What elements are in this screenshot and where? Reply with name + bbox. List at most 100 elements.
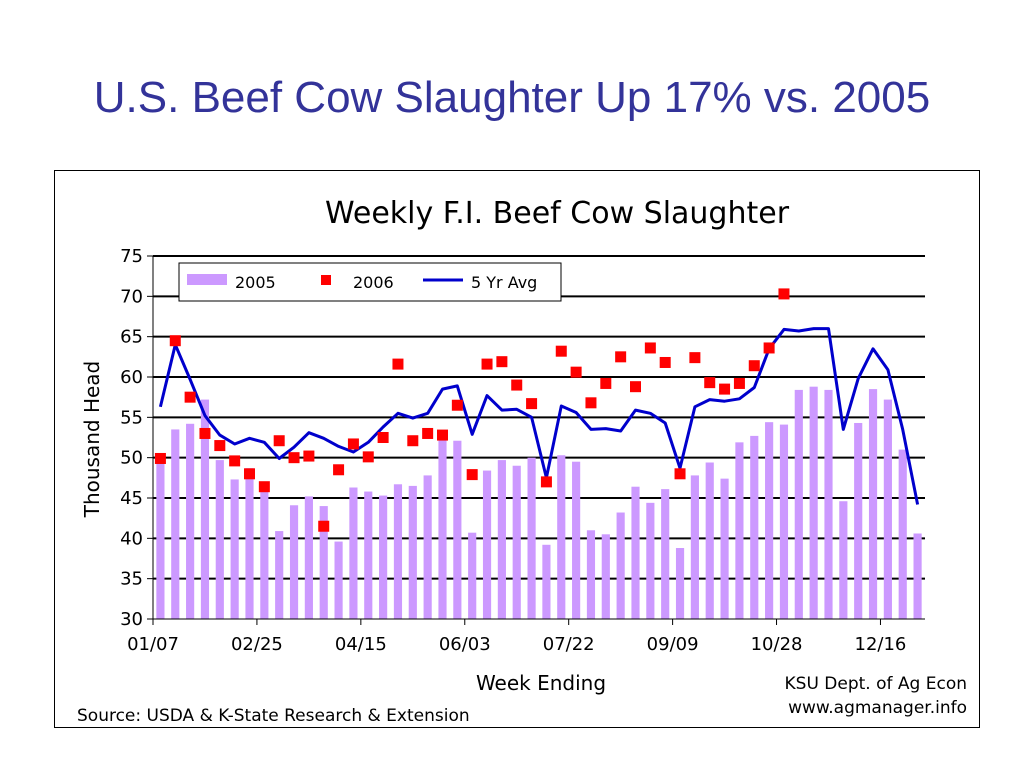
- line-5yr-avg: [158, 327, 920, 505]
- marker-2006-29: [585, 397, 597, 409]
- bar-2005-20: [453, 440, 462, 619]
- source-note: Source: USDA & K-State Research & Extens…: [77, 706, 470, 726]
- marker-2006-28: [570, 366, 582, 378]
- legend-label-2006: 2006: [353, 273, 394, 292]
- marker-2006-11: [318, 520, 330, 532]
- bar-2005-41: [765, 422, 774, 619]
- marker-2006-4: [214, 440, 226, 452]
- marker-2006-22: [481, 358, 493, 370]
- chart-title: Weekly F.I. Beef Cow Slaughter: [325, 196, 790, 231]
- bar-2005-26: [542, 544, 551, 619]
- y-tick-label-60: 60: [120, 367, 143, 388]
- bar-2005-28: [572, 461, 581, 619]
- bar-2005-30: [601, 534, 610, 619]
- marker-2006-41: [763, 342, 775, 354]
- marker-2006-13: [347, 438, 359, 450]
- bar-2005-16: [393, 484, 403, 619]
- marker-2006-12: [333, 464, 345, 476]
- bar-2005-8: [275, 531, 284, 619]
- marker-2006-25: [526, 398, 538, 410]
- marker-2006-14: [362, 451, 374, 463]
- series-5yr-avg-line: [158, 327, 920, 505]
- bar-2005-11: [319, 506, 328, 619]
- bar-2005-50: [898, 449, 907, 619]
- marker-2006-19: [437, 429, 448, 441]
- marker-2006-24: [511, 379, 523, 391]
- x-tick-label-1: 02/25: [231, 634, 283, 655]
- series-2006-markers: [154, 288, 790, 532]
- chart-frame: Weekly F.I. Beef Cow Slaughter 30 35 40 45 5…: [54, 170, 980, 728]
- x-tick-label-6: 10/28: [751, 634, 803, 655]
- bar-2005-39: [735, 442, 744, 619]
- bar-2005-40: [750, 435, 759, 619]
- bar-2005-7: [260, 487, 269, 619]
- bar-2005-33: [646, 502, 655, 619]
- x-tick-label-7: 12/16: [855, 634, 907, 655]
- bar-2005-6: [245, 468, 254, 619]
- y-tick-label-50: 50: [120, 448, 143, 469]
- marker-2006-36: [689, 352, 701, 364]
- bar-2005-44: [809, 386, 818, 619]
- bar-2005-19: [438, 435, 447, 619]
- credit-line-1: KSU Dept. of Ag Econ: [785, 674, 967, 694]
- marker-2006-33: [644, 342, 656, 354]
- marker-2006-31: [615, 351, 627, 363]
- marker-2006-0: [154, 452, 166, 464]
- bar-2005-3: [200, 399, 210, 619]
- y-axis-label: Thousand Head: [80, 361, 104, 519]
- legend-marker-2006: [321, 275, 331, 285]
- legend-box: [178, 262, 562, 302]
- y-tick-label-30: 30: [120, 609, 143, 630]
- bar-2005-51: [913, 533, 922, 619]
- bar-2005-25: [527, 457, 536, 619]
- bar-2005-1: [171, 429, 180, 619]
- bar-2005-22: [482, 470, 492, 619]
- marker-2006-20: [451, 399, 463, 411]
- bar-2005-43: [794, 389, 803, 619]
- y-tick-label-45: 45: [120, 488, 143, 509]
- bar-2005-32: [631, 486, 640, 619]
- legend-label-2005: 2005: [235, 273, 276, 292]
- bar-2005-42: [779, 424, 789, 619]
- marker-2006-17: [407, 435, 419, 447]
- bar-2005-35: [675, 548, 685, 619]
- marker-2006-3: [199, 427, 211, 439]
- marker-2006-10: [303, 450, 315, 462]
- bar-2005-18: [423, 475, 432, 619]
- marker-2006-42: [778, 288, 790, 300]
- y-tick-label-75: 75: [120, 246, 143, 267]
- marker-2006-18: [422, 427, 434, 439]
- bar-2005-45: [824, 389, 833, 619]
- bar-2005-21: [468, 532, 477, 619]
- x-tick-label-3: 06/03: [439, 634, 491, 655]
- bar-2005-27: [557, 455, 566, 619]
- bar-2005-9: [289, 505, 299, 619]
- marker-2006-34: [659, 356, 671, 368]
- bar-2005-13: [349, 487, 358, 619]
- bar-2005-36: [690, 475, 699, 619]
- marker-2006-37: [704, 377, 716, 389]
- bar-2005-15: [379, 495, 388, 619]
- marker-2006-5: [229, 455, 241, 467]
- bar-2005-48: [868, 389, 878, 619]
- beef-cow-slaughter-chart: Weekly F.I. Beef Cow Slaughter 30 35 40 45 5…: [77, 196, 967, 726]
- bar-2005-38: [720, 478, 729, 619]
- marker-2006-8: [273, 435, 285, 447]
- bar-2005-12: [334, 541, 343, 619]
- bar-2005-2: [186, 423, 195, 619]
- y-tick-label-55: 55: [120, 407, 143, 428]
- bar-2005-49: [883, 399, 892, 619]
- marker-2006-26: [540, 476, 552, 488]
- marker-2006-23: [496, 356, 508, 368]
- bar-2005-24: [512, 465, 521, 619]
- x-axis-label: Week Ending: [476, 671, 606, 695]
- marker-2006-40: [748, 360, 760, 372]
- bar-2005-14: [364, 491, 373, 619]
- y-tick-label-65: 65: [120, 327, 143, 348]
- x-tick-label-2: 04/15: [335, 634, 387, 655]
- marker-2006-16: [392, 358, 404, 370]
- marker-2006-35: [674, 468, 686, 480]
- marker-2006-39: [733, 377, 745, 389]
- x-tick-label-0: 01/07: [127, 634, 179, 655]
- marker-2006-38: [719, 383, 731, 395]
